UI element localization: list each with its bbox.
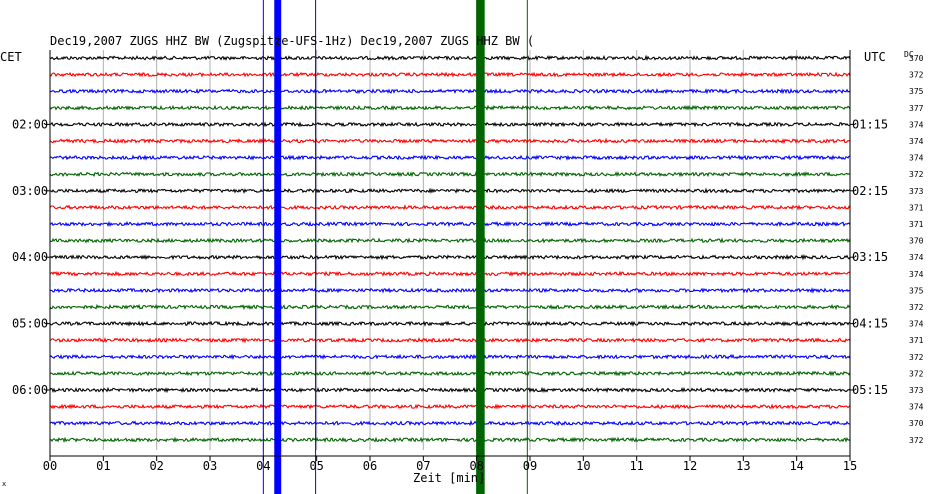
event-band (476, 0, 485, 494)
x-tick-label: 11 (629, 459, 643, 473)
trace-row (49, 287, 851, 294)
dc-value: 373 (909, 386, 924, 395)
trace-row (49, 253, 851, 261)
right-time-label: 01:15 (852, 117, 888, 131)
trace-row (49, 137, 851, 145)
dc-value: 370 (909, 237, 924, 246)
x-tick-label: 01 (96, 459, 110, 473)
trace-row (49, 87, 851, 95)
trace-row (49, 386, 851, 394)
dc-value: 371 (909, 336, 924, 345)
trace-row (49, 121, 851, 128)
dc-value: 372 (909, 353, 924, 362)
right-time-label: 02:15 (852, 184, 888, 198)
x-tick-label: 10 (576, 459, 590, 473)
dc-value: 371 (909, 220, 924, 229)
left-time-label: 02:00 (12, 117, 48, 131)
dc-values: 370 372 375 377 374 374 374 372 373 371 371 370 374 3… (909, 54, 924, 445)
corner-mark: x (2, 480, 6, 488)
x-tick-label: 02 (149, 459, 163, 473)
plot-frame (49, 50, 851, 457)
dc-value: 372 (909, 170, 924, 179)
trace-row (49, 337, 851, 344)
dc-value: 370 (909, 54, 924, 63)
x-tick-label: 03 (203, 459, 217, 473)
dc-value: 370 (909, 419, 924, 428)
chart-title: Dec19,2007 ZUGS HHZ BW (Zugspitze-UFS-1H… (50, 34, 534, 48)
x-tick-label: 12 (683, 459, 697, 473)
left-axis-label: CET (0, 50, 22, 64)
x-tick-label: 08 (469, 459, 483, 473)
trace-row (49, 320, 851, 327)
traces (49, 54, 851, 444)
dc-value: 375 (909, 87, 924, 96)
right-time-labels: 01:15 02:15 03:15 04:15 05:15 (850, 117, 888, 397)
trace-row (49, 220, 851, 228)
x-ticks: 00 01 02 03 04 05 06 07 08 09 10 11 12 13 14 15 (43, 456, 857, 473)
dc-label: DC (904, 50, 914, 59)
dc-value: 374 (909, 154, 924, 163)
trace-row (49, 154, 851, 161)
event-band (274, 0, 282, 494)
trace-row (49, 270, 851, 277)
left-time-label: 05:00 (12, 317, 48, 331)
dc-value: 374 (909, 253, 924, 262)
dc-value: 374 (909, 270, 924, 279)
dc-value: 372 (909, 436, 924, 445)
dc-value: 374 (909, 403, 924, 412)
trace-row (49, 403, 851, 410)
trace-row (49, 303, 851, 311)
trace-row (49, 436, 851, 444)
trace-row (49, 104, 851, 111)
trace-row (49, 187, 851, 194)
dc-value: 372 (909, 71, 924, 80)
trace-row (49, 237, 851, 244)
right-axis-label: UTC (864, 50, 886, 64)
dc-value: 375 (909, 286, 924, 295)
dc-value: 373 (909, 187, 924, 196)
dc-value: 374 (909, 120, 924, 129)
x-tick-label: 13 (736, 459, 750, 473)
right-time-label: 04:15 (852, 317, 888, 331)
left-time-labels: 02:00 03:00 04:00 05:00 06:00 (12, 117, 50, 397)
x-tick-label: 14 (789, 459, 803, 473)
trace-row (49, 370, 851, 377)
x-tick-label: 15 (843, 459, 857, 473)
dc-value: 371 (909, 203, 924, 212)
left-time-label: 04:00 (12, 250, 48, 264)
dc-value: 374 (909, 137, 924, 146)
events (262, 0, 528, 494)
trace-row (49, 54, 851, 62)
dc-value: 374 (909, 320, 924, 329)
x-tick-label: 04 (256, 459, 270, 473)
x-tick-label: 00 (43, 459, 57, 473)
dc-value: 377 (909, 104, 924, 113)
x-tick-label: 09 (523, 459, 537, 473)
dc-value: 372 (909, 369, 924, 378)
trace-row (49, 419, 851, 427)
x-tick-label: 07 (416, 459, 430, 473)
trace-row (49, 353, 851, 360)
left-time-label: 06:00 (12, 383, 48, 397)
left-time-label: 03:00 (12, 184, 48, 198)
right-time-label: 03:15 (852, 250, 888, 264)
x-axis-label: Zeit [min] (413, 471, 485, 485)
x-tick-label: 05 (309, 459, 323, 473)
trace-row (49, 71, 851, 78)
trace-row (49, 204, 851, 211)
x-tick-label: 06 (363, 459, 377, 473)
right-time-label: 05:15 (852, 383, 888, 397)
dc-value: 372 (909, 303, 924, 312)
trace-row (49, 170, 851, 178)
